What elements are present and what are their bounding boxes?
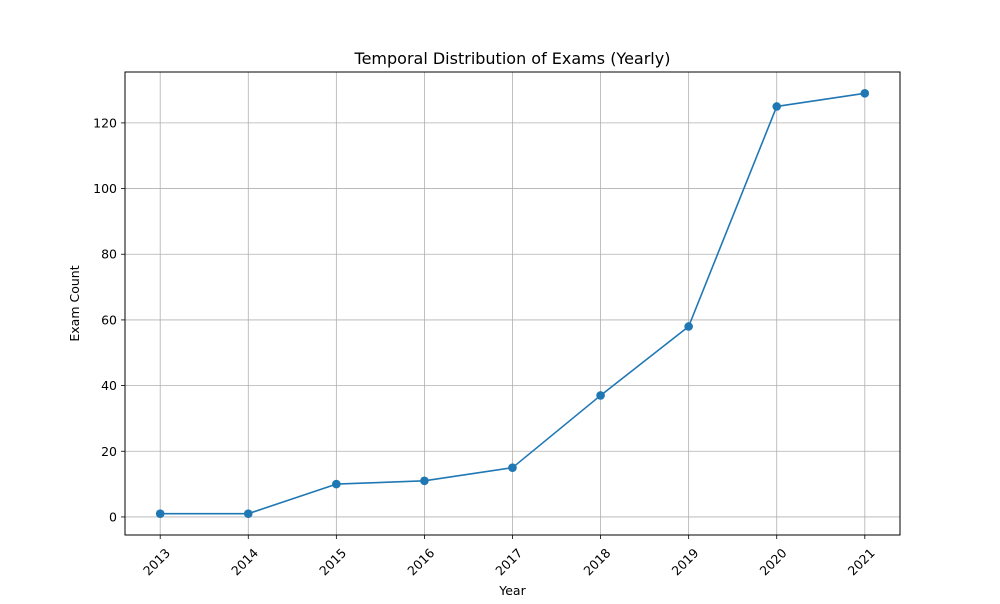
y-axis-ticks: 0 20 40 60 80 100 120 [93, 115, 125, 524]
data-point-2017 [508, 463, 517, 472]
data-point-2019 [684, 322, 693, 331]
series-layer [155, 89, 870, 518]
y-axis-label: Exam Count [67, 265, 82, 341]
y-tick-label-60: 60 [101, 312, 117, 327]
grid [125, 72, 900, 535]
data-point-2020 [772, 102, 782, 111]
data-point-2013 [155, 509, 165, 518]
y-tick-label-80: 80 [101, 247, 117, 262]
y-tick-label-120: 120 [93, 115, 117, 130]
y-tick-label-40: 40 [101, 378, 117, 393]
data-point-2014 [243, 509, 253, 518]
y-tick-label-100: 100 [93, 181, 117, 196]
x-axis-label: Year [498, 583, 526, 598]
data-point-2016 [420, 476, 429, 486]
data-point-2015 [332, 479, 341, 489]
y-tick-label-0: 0 [109, 509, 117, 524]
chart-title: Temporal Distribution of Exams (Yearly) [354, 49, 671, 68]
data-point-2018 [596, 391, 605, 400]
y-tick-label-20: 20 [101, 444, 117, 459]
data-point-2021 [860, 89, 870, 98]
